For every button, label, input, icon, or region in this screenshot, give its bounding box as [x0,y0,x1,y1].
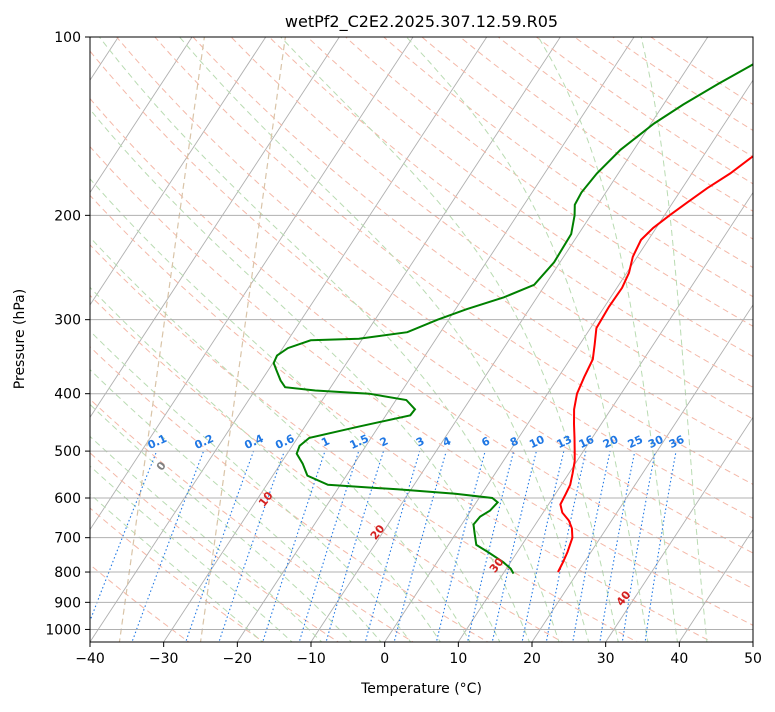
chart-title: wetPf2_C2E2.2025.307.12.59.R05 [285,12,558,32]
dry-adiabat-line [519,24,775,645]
isotherm-line [309,24,716,645]
dry-adiabat-line [0,24,267,645]
x-tick-label: −30 [149,651,179,667]
mixing-ratio-label: 0.1 [146,432,169,452]
mixing-ratio-label: 2 [378,434,390,449]
x-tick-label: 30 [597,651,615,667]
x-tick-label: 20 [523,651,541,667]
dry-adiabat-line [632,24,775,645]
dry-adiabat-line [0,24,417,645]
y-tick-label: 600 [54,491,81,507]
y-tick-label: 400 [54,387,81,403]
mixing-ratio-label: 8 [508,434,520,449]
y-tick-label: 700 [54,531,81,547]
isotherm-line [678,24,775,645]
y-tick-label: 1000 [45,622,81,638]
x-tick-label: −10 [296,651,326,667]
dry-adiabat-line [106,24,775,645]
x-tick-label: 50 [744,651,762,667]
mixing-ratio-line [81,451,157,644]
dry-adiabat-line [181,24,775,645]
profile-1-line [274,37,775,574]
mixing-ratio-label: 0.6 [273,432,296,452]
moist-adiabat-line [180,37,590,644]
mixing-ratio-line [436,451,485,644]
mixing-ratio-label: 30 [646,433,666,451]
dry-adiabat-line [0,24,642,645]
mixing-ratio-label: 0.2 [193,432,216,452]
y-tick-label: 500 [54,444,81,460]
dry-adiabat-line [143,24,775,645]
isotherm-line [0,24,348,645]
isotherm-line [0,24,274,645]
y-tick-label: 100 [54,30,81,46]
dry-adiabat-line [0,24,192,645]
mixing-ratio-label: 20 [601,433,621,451]
mixing-ratio-line [546,451,586,644]
mixing-ratio-line [185,451,254,644]
mixing-ratio-label: 36 [667,433,687,451]
mixing-ratio-line [492,451,537,644]
mixing-ratio-label: 6 [480,434,493,449]
dry-adiabat-label: -10 [52,421,75,445]
x-tick-label: 10 [449,651,467,667]
dry-adiabat-line [68,24,775,645]
dry-adiabat-line [0,24,567,645]
moist-adiabat-line [0,37,324,644]
dry-adiabat-line [256,24,775,645]
y-tick-label: 800 [54,565,81,581]
plot-frame [90,37,753,642]
moist-adiabat-line [0,37,442,644]
mixing-ratio-label: 4 [441,434,454,449]
dry-adiabat-label: 10 [256,489,276,509]
y-tick-label: 300 [54,313,81,329]
isotherm-line [457,24,775,645]
dry-adiabat-line [407,24,775,645]
x-tick-label: −40 [75,651,105,667]
isotherm-line [0,24,201,645]
x-tick-label: −20 [223,651,253,667]
mixing-ratio-label: 1 [319,434,331,449]
moist-adiabat-line [538,37,677,644]
x-tick-label: 0 [380,651,389,667]
mixing-ratio-label: 3 [414,434,426,449]
mixing-ratio-label: 10 [527,433,547,451]
mixing-ratio-line [325,451,383,644]
mixing-ratio-label: 1.5 [348,432,371,452]
dry-adiabat-line [444,24,775,645]
isotherm-line [383,24,775,645]
dry-adiabat-line [595,24,775,645]
y-axis-label: Pressure (hPa) [12,289,28,389]
moist-adiabat-line [0,37,501,644]
mixing-ratio-line [394,451,447,644]
isotherm-line [15,24,422,645]
dry-adiabat-label: 20 [368,522,388,542]
dry-adiabat-line [219,24,775,645]
x-axis-label: Temperature (°C) [360,681,482,697]
dry-adiabat-line [0,24,342,645]
dry-adiabat-label: 0 [154,459,169,473]
mixing-ratio-line [522,451,564,644]
profile-0-line [558,37,775,572]
isotherm-line [236,24,643,645]
y-tick-label: 200 [54,208,81,224]
y-tick-label: 900 [54,595,81,611]
mixing-ratio-line [600,451,635,644]
mixing-ratio-label: 13 [555,433,574,451]
moist-adiabat-line [35,37,530,644]
moist-adiabat-line [641,37,707,644]
isotherm-line [162,24,569,645]
mixing-ratio-label: 25 [626,433,645,451]
ccl-line [200,37,285,644]
x-tick-label: 40 [670,651,688,667]
moist-adiabat-line [0,37,295,644]
moist-adiabat-line [0,37,472,644]
isotherm-line [751,24,775,645]
mixing-ratio-label: 0.4 [242,432,265,452]
